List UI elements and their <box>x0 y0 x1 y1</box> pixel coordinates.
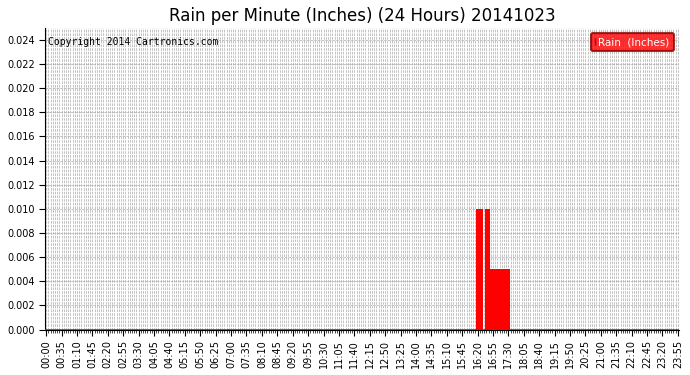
Legend: Rain  (Inches): Rain (Inches) <box>591 33 673 51</box>
Bar <box>485 209 488 330</box>
Bar <box>490 269 492 330</box>
Bar <box>481 209 483 330</box>
Title: Rain per Minute (Inches) (24 Hours) 20141023: Rain per Minute (Inches) (24 Hours) 2014… <box>169 7 555 25</box>
Bar <box>501 269 503 330</box>
Bar <box>492 269 494 330</box>
Bar <box>507 269 509 330</box>
Bar <box>479 209 481 330</box>
Bar <box>503 269 505 330</box>
Bar <box>505 269 507 330</box>
Text: Copyright 2014 Cartronics.com: Copyright 2014 Cartronics.com <box>48 37 219 47</box>
Bar <box>494 269 496 330</box>
Bar <box>496 269 498 330</box>
Bar <box>488 209 490 330</box>
Bar <box>477 209 479 330</box>
Bar <box>498 269 501 330</box>
